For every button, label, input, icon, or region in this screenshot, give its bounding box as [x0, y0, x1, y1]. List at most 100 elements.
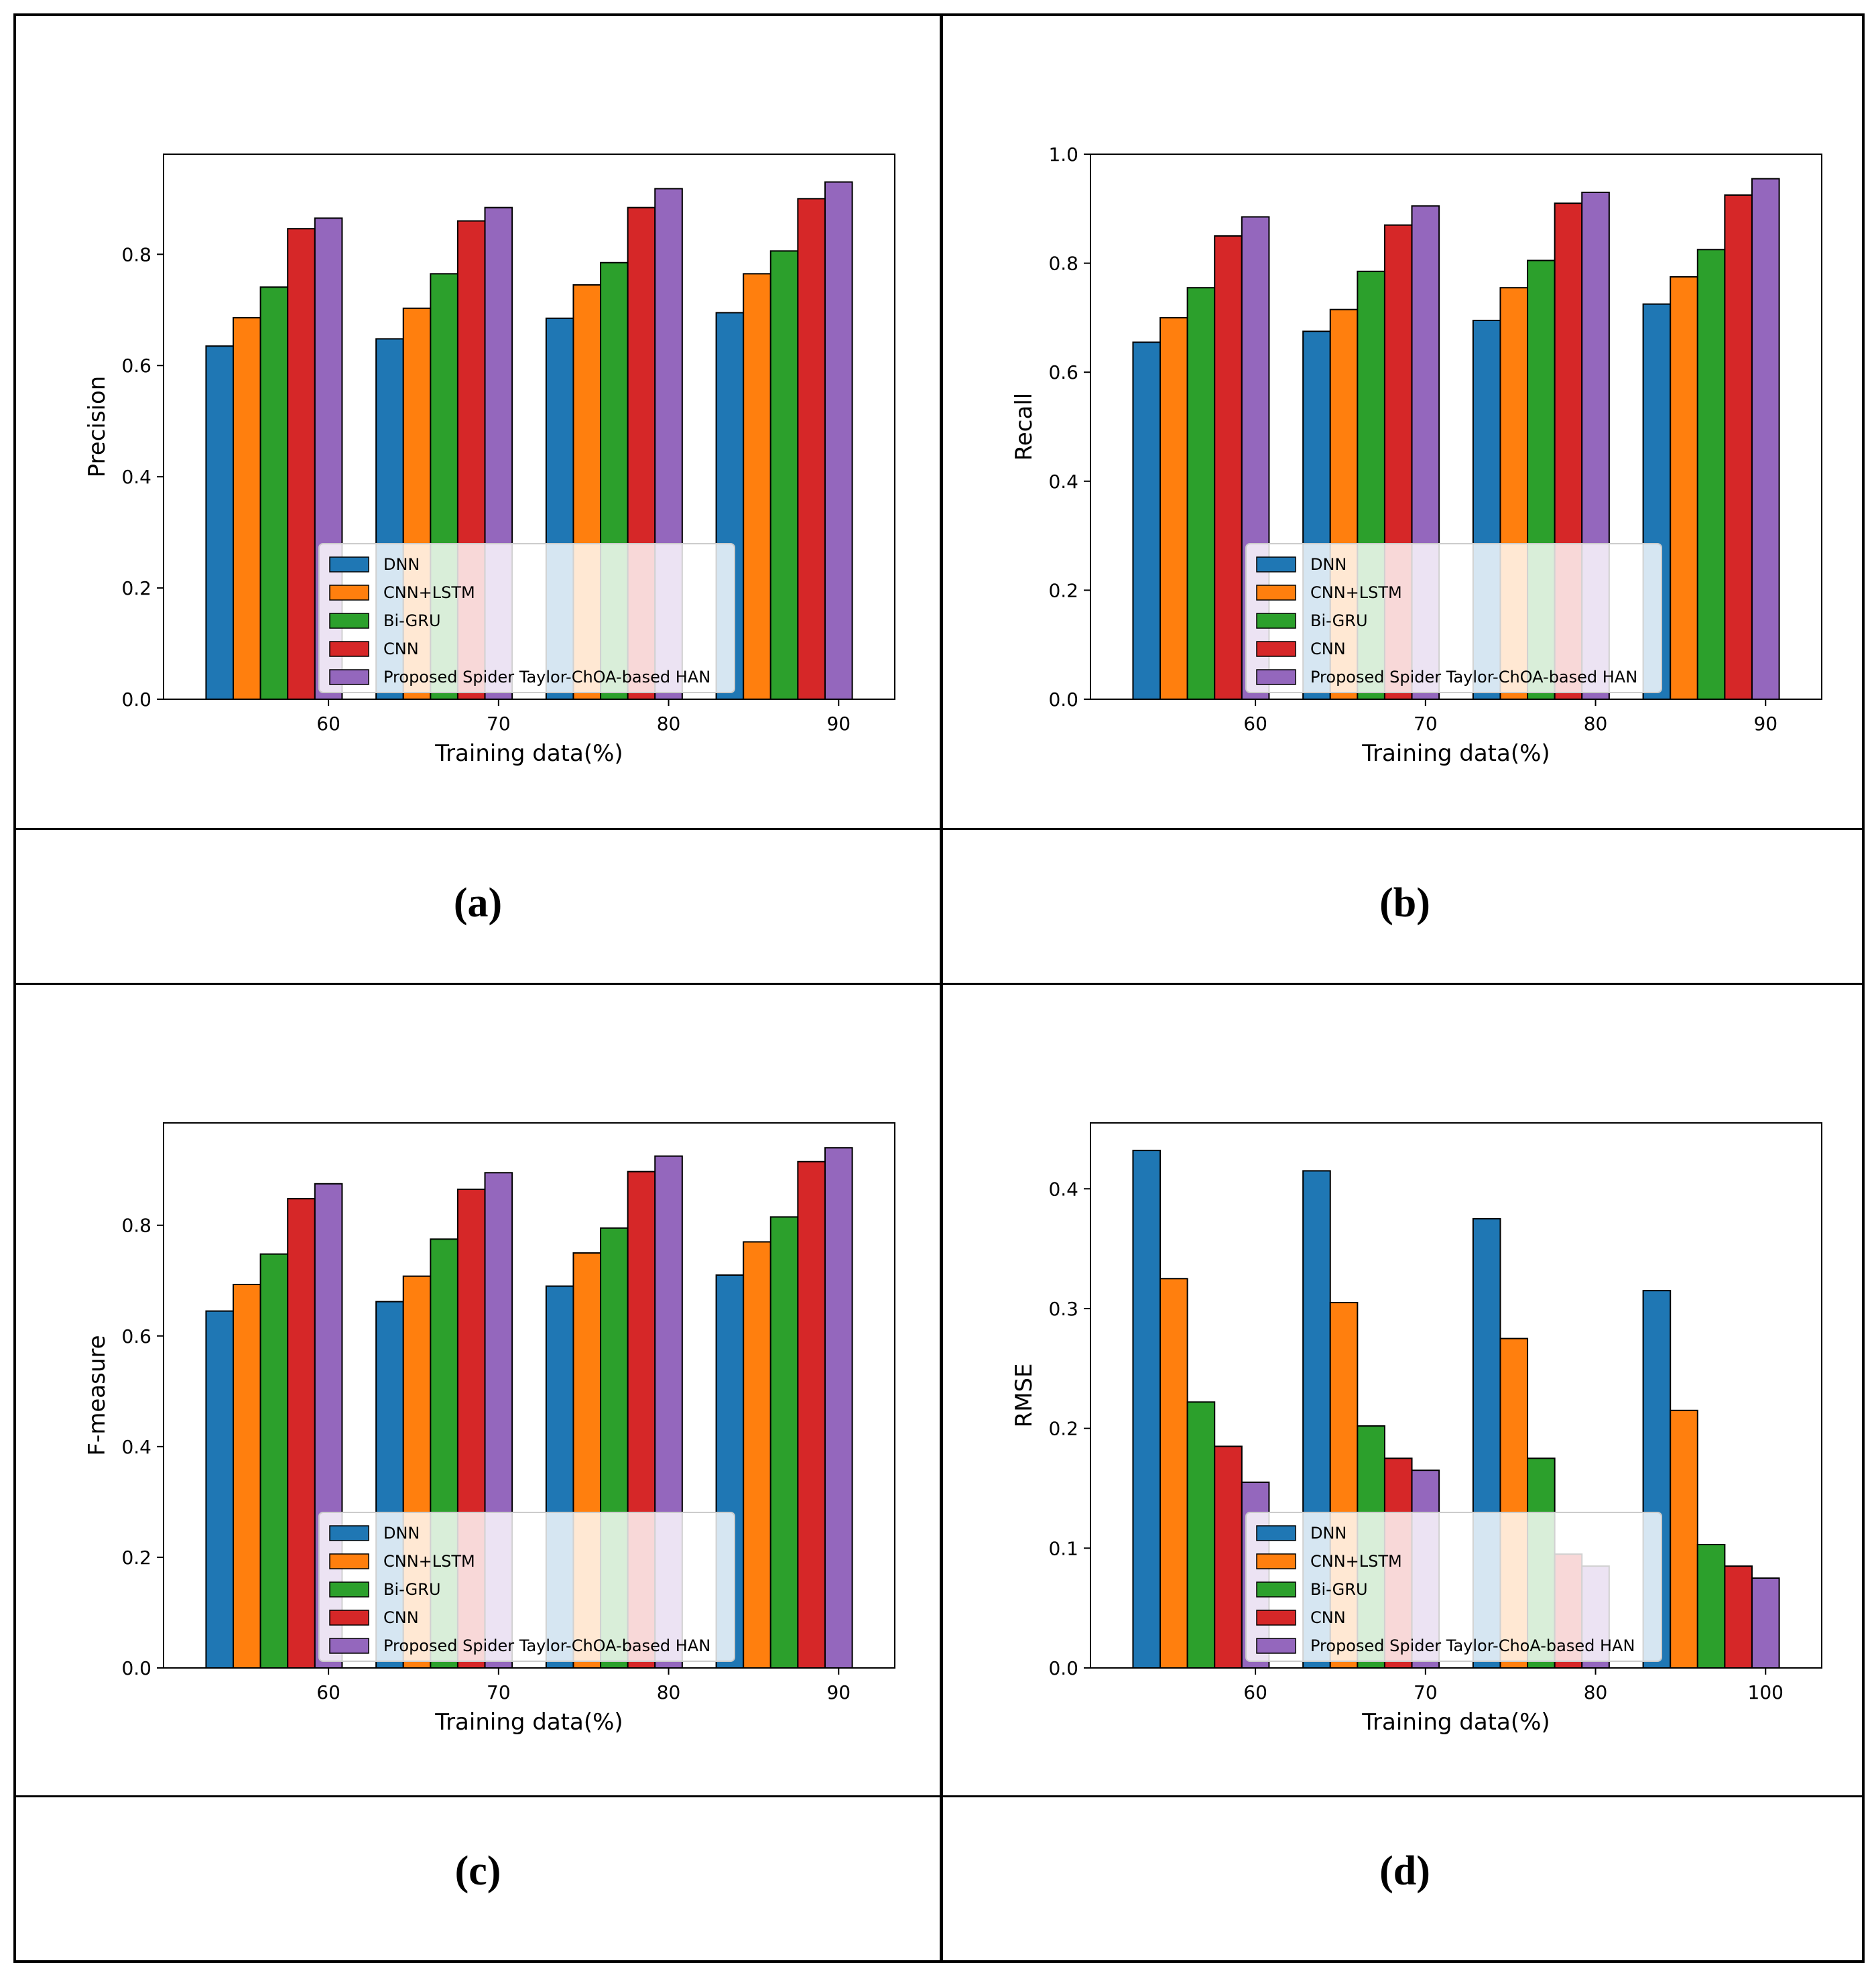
legend-swatch-2: [1256, 613, 1296, 629]
caption-c: (c): [454, 1848, 501, 1894]
y-tick-label: 0.0: [121, 688, 151, 711]
bar-cnn-lstm-90: [743, 1241, 771, 1669]
legend-label: DNN: [383, 1524, 420, 1543]
bar-proposed-spider-taylor-choa-based-han-100: [1751, 1577, 1780, 1669]
legend-label: Proposed Spider Taylor-ChoA-based HAN: [1310, 1636, 1635, 1655]
panel-c: 0.0 0.2 0.4 0.6 0.8 60 70 80 90 Training data(%) F…: [16, 985, 940, 1795]
legend-box: [318, 543, 735, 693]
x-tick-label: 80: [657, 713, 681, 735]
legend-swatch-4: [329, 669, 369, 685]
caption-b: (b): [1379, 880, 1430, 926]
bar-cnn-lstm-90: [1670, 276, 1698, 700]
legend-box: [1245, 543, 1662, 693]
x-tick-label: 90: [826, 1681, 851, 1703]
bar-dnn-60: [1132, 341, 1162, 700]
y-tick-label: 0.3: [1048, 1298, 1078, 1320]
chart-rmse: 0.0 0.1 0.2 0.3 0.4 60 70 80 100 Training data(%)…: [1011, 1122, 1822, 1736]
legend-swatch-4: [1256, 1638, 1296, 1654]
bar-cnn-lstm-60: [233, 1284, 261, 1669]
bar-cnn-lstm-90: [743, 273, 771, 700]
bar-cnn-lstm-100: [1670, 1409, 1698, 1669]
legend-label: CNN: [1310, 640, 1346, 658]
bar-bi-gru-90: [769, 1216, 799, 1669]
legend-box: [318, 1512, 735, 1662]
x-tick-label: 70: [1414, 1681, 1438, 1703]
plot-frame: [1090, 154, 1822, 700]
legend-swatch-4: [1256, 669, 1296, 685]
bar-proposed-spider-taylor-choa-based-han-90: [824, 181, 853, 700]
y-tick-label: 0.1: [1048, 1537, 1078, 1559]
x-tick-label: 80: [1584, 1681, 1608, 1703]
x-tick-label: 70: [487, 1681, 511, 1703]
legend-swatch-1: [329, 1553, 369, 1569]
divider-row-1: [16, 983, 1862, 985]
x-axis-label: Training data(%): [434, 740, 623, 767]
y-tick-label: 0.2: [1048, 579, 1078, 601]
legend-swatch-0: [329, 1525, 369, 1541]
bar-proposed-spider-taylor-choa-based-han-90: [1751, 178, 1780, 700]
bar-proposed-spider-taylor-choa-based-han-90: [824, 1147, 853, 1669]
plot-frame: [163, 1122, 895, 1669]
x-tick-label: 100: [1748, 1681, 1784, 1703]
bar-cnn-60: [287, 1198, 316, 1669]
x-tick-label: 90: [1753, 713, 1777, 735]
legend-label: Bi-GRU: [1310, 611, 1368, 630]
bar-cnn-lstm-60: [1160, 316, 1188, 700]
legend-swatch-3: [329, 1610, 369, 1626]
bar-dnn-60: [205, 1310, 235, 1669]
bar-bi-gru-60: [259, 1253, 289, 1669]
legend-swatch-1: [1256, 585, 1296, 601]
legend-label: Bi-GRU: [383, 611, 441, 630]
x-axis-label: Training data(%): [1361, 1709, 1550, 1736]
y-tick-label: 0.6: [121, 1325, 151, 1347]
x-tick-label: 80: [1584, 713, 1608, 735]
legend-swatch-0: [329, 556, 369, 573]
x-tick-label: 90: [826, 713, 851, 735]
y-tick-label: 0.8: [121, 1215, 151, 1237]
y-axis-label: F-measure: [84, 1335, 111, 1455]
bar-cnn-60: [287, 228, 316, 701]
legend-swatch-2: [329, 1581, 369, 1598]
y-tick-label: 0.6: [121, 355, 151, 377]
x-axis-label: Training data(%): [434, 1709, 623, 1736]
y-tick-label: 0.0: [1048, 1657, 1078, 1679]
legend-label: DNN: [1310, 555, 1347, 574]
bar-bi-gru-60: [259, 286, 289, 700]
y-tick-label: 0.0: [1048, 688, 1078, 711]
legend-label: CNN+LSTM: [383, 583, 475, 602]
panel-b: 0.0 0.2 0.4 0.6 0.8 1.0 60 70 80 90 Training data(…: [943, 16, 1862, 828]
y-tick-label: 0.4: [121, 466, 151, 488]
bar-dnn-60: [205, 345, 235, 701]
y-tick-label: 0.2: [121, 577, 151, 599]
bar-cnn-lstm-60: [233, 316, 261, 700]
legend-swatch-0: [1256, 556, 1296, 573]
legend-swatch-3: [1256, 641, 1296, 657]
legend-label: CNN+LSTM: [383, 1552, 475, 1571]
chart-f-measure: 0.0 0.2 0.4 0.6 0.8 60 70 80 90 Training data(%) F…: [84, 1122, 895, 1736]
x-tick-label: 70: [1414, 713, 1438, 735]
x-tick-label: 80: [657, 1681, 681, 1703]
legend-label: Proposed Spider Taylor-ChOA-based HAN: [383, 1636, 710, 1655]
legend-swatch-0: [1256, 1525, 1296, 1541]
legend-label: Proposed Spider Taylor-ChOA-based HAN: [383, 668, 710, 686]
legend-swatch-2: [329, 613, 369, 629]
caption-a: (a): [453, 880, 503, 926]
legend-box: [1245, 1512, 1662, 1662]
legend-label: CNN+LSTM: [1310, 1552, 1402, 1571]
x-tick-label: 60: [316, 1681, 340, 1703]
legend-swatch-4: [329, 1638, 369, 1654]
bar-cnn-100: [1724, 1565, 1753, 1669]
bar-cnn-lstm-60: [1160, 1278, 1188, 1669]
x-tick-label: 60: [1243, 713, 1267, 735]
bar-bi-gru-60: [1186, 287, 1216, 700]
x-axis-label: Training data(%): [1361, 740, 1550, 767]
plot-frame: [1090, 1122, 1822, 1669]
x-tick-label: 60: [316, 713, 340, 735]
y-tick-label: 0.4: [1048, 1178, 1078, 1200]
caption-d: (d): [1379, 1848, 1430, 1894]
y-tick-label: 0.0: [121, 1657, 151, 1679]
x-tick-label: 60: [1243, 1681, 1267, 1703]
bar-cnn-60: [1214, 1445, 1243, 1669]
y-tick-label: 1.0: [1048, 143, 1078, 166]
bar-cnn-90: [797, 198, 826, 700]
